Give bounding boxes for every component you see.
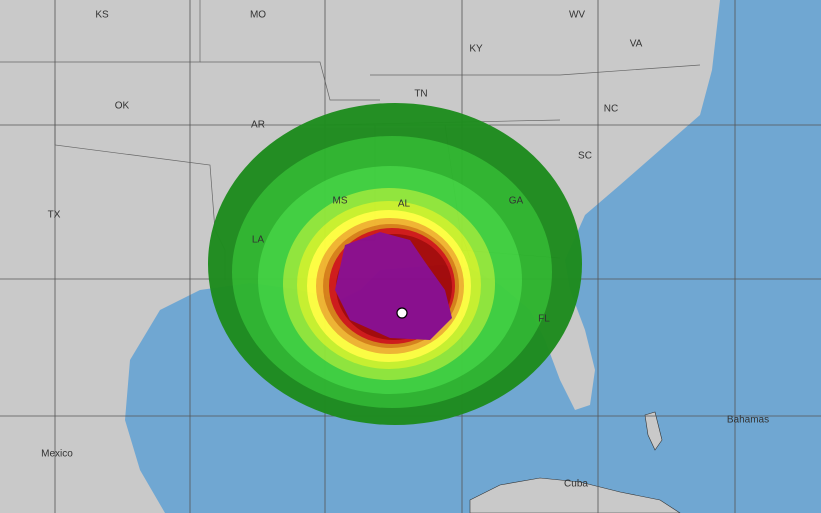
bahamas xyxy=(644,411,663,451)
place-label: WV xyxy=(569,10,585,21)
place-label: GA xyxy=(509,196,524,207)
place-label: MS xyxy=(333,196,348,207)
wind-probability xyxy=(208,103,582,425)
place-label: KS xyxy=(95,10,109,21)
place-label: MO xyxy=(250,10,266,21)
place-label: LA xyxy=(252,235,265,246)
place-label: VA xyxy=(630,39,643,50)
place-label: TN xyxy=(414,89,427,100)
place-label: Mexico xyxy=(41,449,73,460)
place-label: SC xyxy=(578,151,592,162)
storm-center xyxy=(396,307,408,319)
place-label: NC xyxy=(604,104,618,115)
place-label: AR xyxy=(251,120,265,131)
place-label: OK xyxy=(115,101,130,112)
cuba xyxy=(469,477,681,513)
place-label: Cuba xyxy=(564,479,588,490)
place-label: TX xyxy=(48,210,61,221)
place-label: FL xyxy=(538,314,550,325)
place-label: Bahamas xyxy=(727,415,769,426)
place-label: KY xyxy=(469,44,483,55)
labels: KS MO WV KY VA OK TN NC AR SC TX MS AL G… xyxy=(41,10,769,490)
place-label: AL xyxy=(398,199,411,210)
